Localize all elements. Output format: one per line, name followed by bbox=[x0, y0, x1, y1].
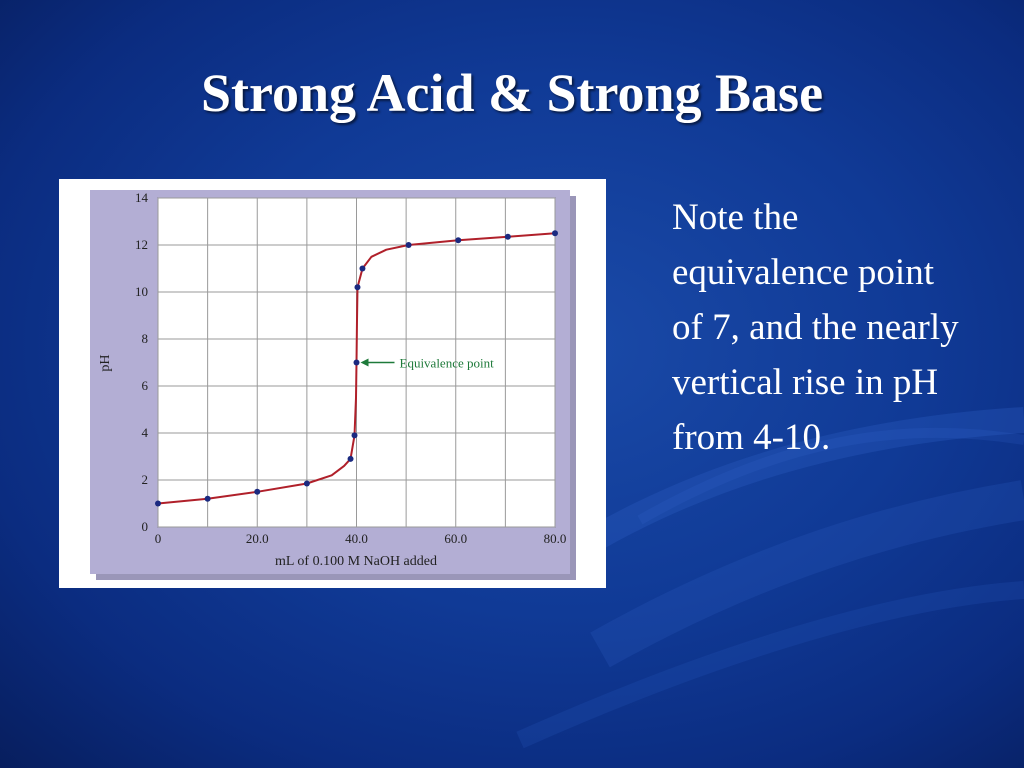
annotation-arrowhead bbox=[360, 358, 369, 367]
data-point bbox=[155, 500, 161, 507]
data-point bbox=[455, 237, 462, 244]
data-point bbox=[204, 495, 211, 502]
titration-figure: 0 2 4 6 8 10 12 14 0 20.0 40.0 60.0 80.0 Equivalence… bbox=[59, 179, 606, 588]
data-point bbox=[347, 455, 354, 462]
y-tick-label: 4 bbox=[142, 425, 149, 440]
y-tick-label: 2 bbox=[142, 472, 149, 487]
data-point bbox=[354, 284, 361, 291]
x-tick-label: 60.0 bbox=[444, 531, 467, 546]
data-point bbox=[552, 230, 558, 237]
data-point bbox=[254, 488, 261, 495]
tick-labels: 0 2 4 6 8 10 12 14 0 20.0 40.0 60.0 80.0 bbox=[135, 190, 566, 546]
data-point bbox=[303, 480, 310, 487]
y-axis-label: pH bbox=[98, 354, 113, 371]
x-tick-label: 20.0 bbox=[246, 531, 269, 546]
y-tick-label: 14 bbox=[135, 190, 149, 205]
slide-title: Strong Acid & Strong Base bbox=[200, 63, 824, 123]
annotation-label: Equivalence point bbox=[400, 356, 495, 371]
x-tick-label: 40.0 bbox=[345, 531, 368, 546]
grid bbox=[157, 197, 556, 528]
y-tick-label: 0 bbox=[142, 519, 149, 534]
titration-chart: 0 2 4 6 8 10 12 14 0 20.0 40.0 60.0 80.0 Equivalence… bbox=[90, 190, 576, 580]
x-tick-label: 80.0 bbox=[544, 531, 567, 546]
data-points bbox=[155, 230, 558, 507]
x-tick-label: 0 bbox=[155, 531, 162, 546]
data-point bbox=[504, 233, 511, 240]
note-text: Note the equivalence point of 7, and the… bbox=[672, 197, 959, 458]
data-point bbox=[351, 432, 358, 439]
data-point bbox=[359, 265, 366, 272]
data-point bbox=[353, 359, 360, 366]
y-tick-label: 12 bbox=[135, 237, 148, 252]
x-axis-label: mL of 0.100 M NaOH added bbox=[275, 554, 437, 569]
y-tick-label: 6 bbox=[142, 378, 149, 393]
y-tick-label: 8 bbox=[142, 331, 149, 346]
data-point bbox=[405, 242, 412, 248]
y-tick-label: 10 bbox=[135, 284, 148, 299]
annotations: Equivalence point bbox=[360, 356, 495, 371]
